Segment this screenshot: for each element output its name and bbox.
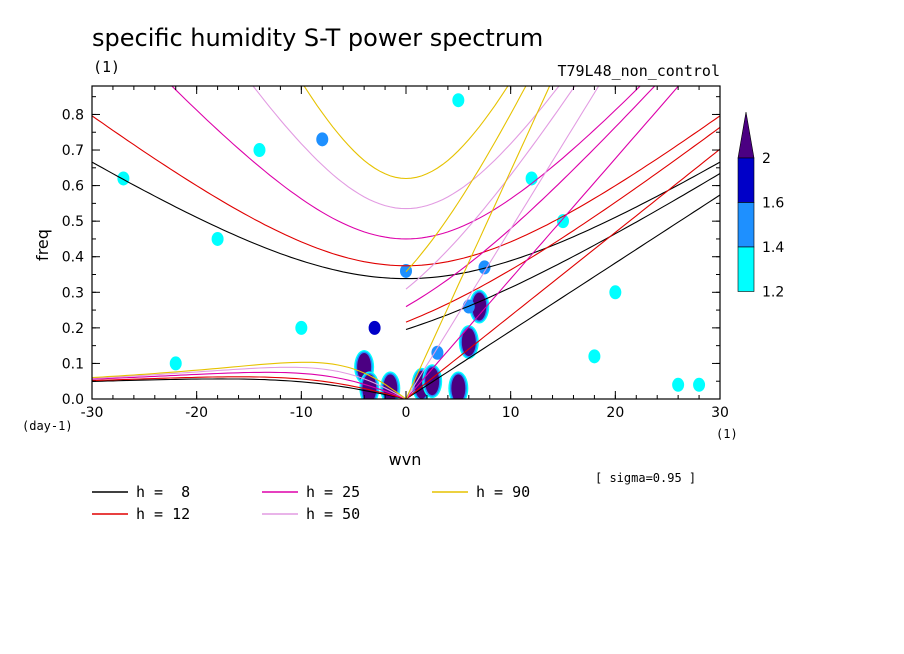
colorbar: 2 1.6 1.4 1.2 xyxy=(737,111,784,301)
x-axis-ticks: -30 -20 -10 0 10 20 30 xyxy=(81,86,729,421)
chart-title: specific humidity S-T power spectrum xyxy=(92,24,543,52)
y-axis-label: freq xyxy=(33,229,52,261)
dispersion-curve xyxy=(92,115,720,267)
x-unit-label: (1) xyxy=(716,427,738,441)
legend-label: h = 90 xyxy=(476,483,530,501)
significance-blob xyxy=(472,292,487,321)
colorbar-extend-arrow xyxy=(737,111,755,159)
significance-blob xyxy=(117,171,130,186)
colorbar-label: 1.4 xyxy=(762,240,784,256)
legend-label: h = 8 xyxy=(136,483,190,501)
dispersion-curve xyxy=(92,371,407,399)
y-axis-ticks: 0.0 0.1 0.2 0.3 0.4 0.5 0.6 0.7 0.8 xyxy=(62,96,720,408)
x-tick-label: -20 xyxy=(185,405,208,421)
y-tick-label: 0.6 xyxy=(62,179,84,195)
dispersion-curve xyxy=(171,86,641,240)
y-tick-label: 0.0 xyxy=(62,392,84,408)
y-tick-label: 0.7 xyxy=(62,143,84,159)
dispersion-curve xyxy=(303,86,509,180)
dispersion-curve xyxy=(405,86,527,273)
dispersion-curve xyxy=(405,86,600,399)
colorbar-swatch xyxy=(737,157,755,203)
dispersion-curves xyxy=(92,86,720,399)
x-tick-label: 10 xyxy=(502,405,520,421)
colorbar-label: 1.6 xyxy=(762,196,784,212)
x-tick-label: -30 xyxy=(81,405,104,421)
legend-label: h = 12 xyxy=(136,505,190,523)
dispersion-curve xyxy=(405,86,656,308)
legend-label: h = 25 xyxy=(306,483,360,501)
plot-frame xyxy=(91,85,721,400)
legend-label: h = 50 xyxy=(306,505,360,523)
significance-blob xyxy=(693,377,706,392)
dispersion-curve xyxy=(405,126,720,323)
colorbar-label: 1.2 xyxy=(762,285,784,301)
significance-blob xyxy=(452,93,465,108)
significance-blob xyxy=(451,374,466,399)
significance-blob xyxy=(295,320,308,335)
y-tick-label: 0.8 xyxy=(62,107,84,123)
dispersion-curve xyxy=(92,161,720,280)
significance-blob xyxy=(316,132,329,147)
legend: h = 8 h = 12 h = 25 h = 50 h = 90 xyxy=(92,483,530,523)
colorbar-label: 2 xyxy=(762,151,771,167)
significance-blob xyxy=(253,143,266,158)
colorbar-swatch xyxy=(737,202,755,248)
dispersion-curve xyxy=(92,361,407,399)
dispersion-curve xyxy=(405,86,551,399)
x-tick-label: 0 xyxy=(402,405,411,421)
sigma-annotation: [ sigma=0.95 ] xyxy=(595,471,696,485)
dispersion-curve xyxy=(405,86,576,290)
significance-blob xyxy=(169,356,182,371)
dispersion-curve xyxy=(405,86,680,399)
dispersion-curve xyxy=(405,173,720,331)
experiment-label: T79L48_non_control xyxy=(557,62,720,80)
units-label: (1) xyxy=(93,58,120,76)
x-tick-label: 20 xyxy=(606,405,624,421)
significance-blob xyxy=(588,349,601,364)
y-tick-label: 0.5 xyxy=(62,214,84,230)
dispersion-curve xyxy=(405,194,720,399)
dispersion-curve xyxy=(252,86,560,210)
significance-blob xyxy=(609,285,622,300)
y-unit-label: (day-1) xyxy=(22,419,73,433)
dispersion-curve xyxy=(405,148,720,399)
y-tick-label: 0.4 xyxy=(62,250,84,266)
y-tick-label: 0.3 xyxy=(62,285,84,301)
significance-blob xyxy=(211,231,224,246)
significance-blob xyxy=(368,320,381,335)
x-tick-label: 30 xyxy=(711,405,729,421)
colorbar-swatch xyxy=(737,246,755,292)
significance-blob xyxy=(425,367,440,396)
dispersion-curve xyxy=(92,376,407,399)
y-tick-label: 0.2 xyxy=(62,321,84,337)
x-axis-label: wvn xyxy=(389,450,422,469)
dispersion-curve xyxy=(92,366,407,399)
significance-blob xyxy=(672,377,685,392)
significance-blob xyxy=(525,171,538,186)
dispersion-curve xyxy=(92,378,407,399)
significance-blob xyxy=(461,328,476,357)
significance-blob xyxy=(478,260,491,275)
significance-shading xyxy=(117,93,706,399)
x-tick-label: -10 xyxy=(290,405,313,421)
y-tick-label: 0.1 xyxy=(62,356,84,372)
significance-blob xyxy=(431,345,444,360)
significance-blob xyxy=(362,374,377,399)
